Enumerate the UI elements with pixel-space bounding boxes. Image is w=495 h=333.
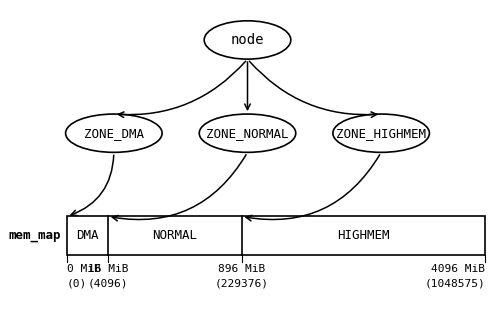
Text: ZONE_HIGHMEM: ZONE_HIGHMEM [336, 127, 426, 140]
Text: (0): (0) [67, 278, 87, 288]
Text: NORMAL: NORMAL [152, 229, 197, 242]
Text: ZONE_DMA: ZONE_DMA [84, 127, 144, 140]
Text: 16 MiB: 16 MiB [88, 264, 128, 274]
Text: node: node [231, 33, 264, 47]
Text: ZONE_NORMAL: ZONE_NORMAL [206, 127, 289, 140]
Text: HIGHMEM: HIGHMEM [337, 229, 390, 242]
Text: (4096): (4096) [88, 278, 128, 288]
Text: mem_map: mem_map [8, 229, 61, 242]
Text: 4096 MiB: 4096 MiB [431, 264, 485, 274]
Text: (1048575): (1048575) [424, 278, 485, 288]
Bar [67, 216, 485, 255]
Text: 0 MiB: 0 MiB [67, 264, 100, 274]
Text: 896 MiB: 896 MiB [218, 264, 265, 274]
Text: (229376): (229376) [214, 278, 269, 288]
Text: DMA: DMA [76, 229, 99, 242]
